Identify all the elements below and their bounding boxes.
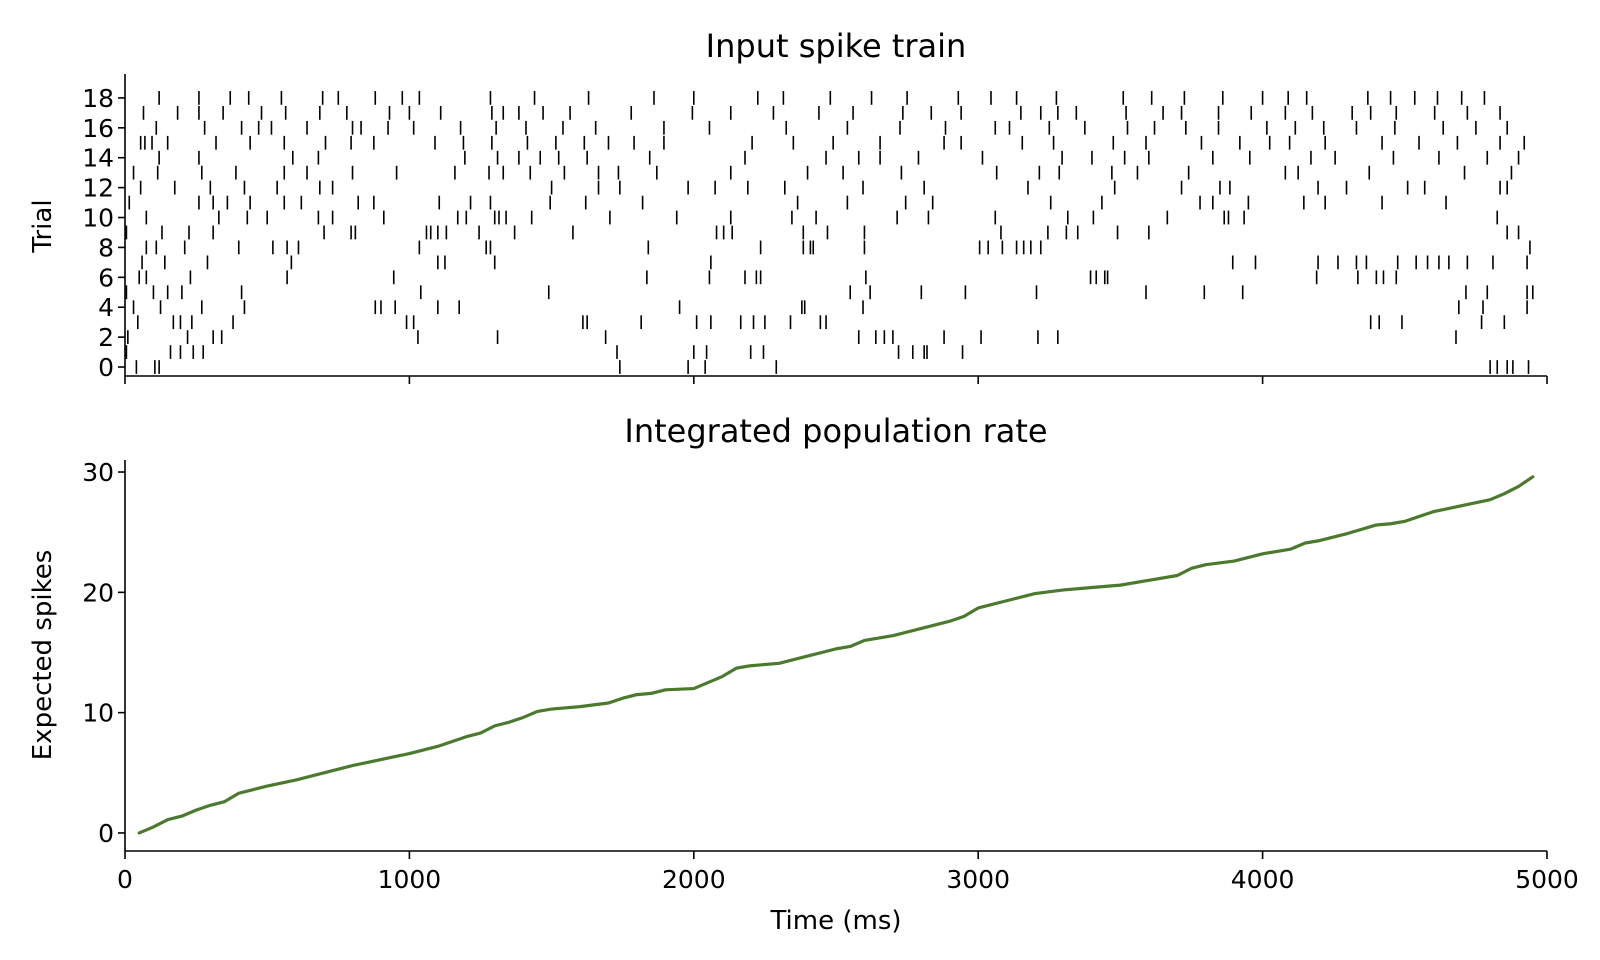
line-y-tick-label: 0	[98, 819, 114, 848]
line-x-tick-label: 2000	[662, 865, 726, 894]
line-y-tick-label: 10	[82, 699, 114, 728]
line-title: Integrated population rate	[624, 412, 1047, 450]
line-x-tick-label: 4000	[1231, 865, 1295, 894]
raster-x-ticks	[124, 376, 1548, 384]
raster-y-tick-label: 10	[82, 204, 114, 233]
line-y-tick-label: 20	[82, 578, 114, 607]
line-y-axis-label: Expected spikes	[28, 550, 58, 761]
raster-y-tick-label: 14	[82, 144, 114, 173]
raster-y-tick-label: 16	[82, 114, 114, 143]
line-panel: Integrated population rate Expected spik…	[28, 412, 1579, 936]
line-x-tick-label: 0	[117, 865, 133, 894]
raster-y-tick-label: 0	[98, 353, 114, 382]
line-x-ticks: 0 1000 2000 3000 4000 5000	[117, 851, 1579, 894]
line-x-tick-label: 3000	[946, 865, 1010, 894]
raster-y-tick-label: 4	[98, 293, 114, 322]
raster-y-tick-label: 6	[98, 263, 114, 292]
line-x-tick-label: 1000	[378, 865, 442, 894]
raster-y-tick-label: 8	[98, 233, 114, 262]
line-y-ticks: 0 10 20 30	[82, 458, 125, 848]
line-y-tick-label: 30	[82, 458, 114, 487]
raster-y-tick-label: 18	[82, 84, 114, 113]
rate-line	[137, 475, 1535, 835]
line-x-tick-label: 5000	[1515, 865, 1579, 894]
line-x-axis-label: Time (ms)	[769, 906, 901, 936]
raster-title: Input spike train	[706, 27, 967, 65]
raster-y-axis-label: Trial	[28, 199, 58, 253]
raster-y-tick-label: 12	[82, 174, 114, 203]
raster-y-tick-label: 2	[98, 323, 114, 352]
raster-spikes	[125, 91, 1534, 374]
